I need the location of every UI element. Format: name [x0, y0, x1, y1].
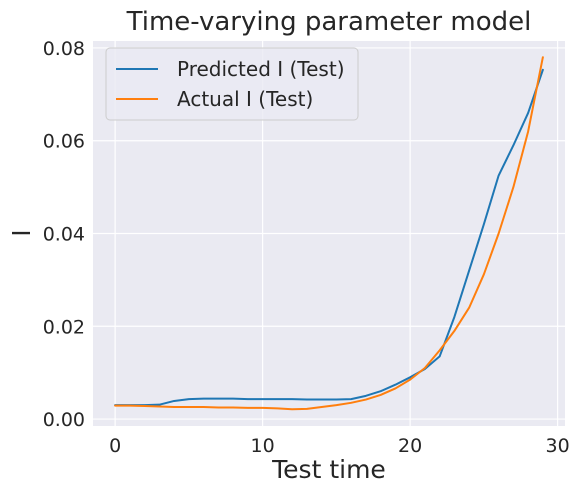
legend-label-actual: Actual I (Test): [177, 87, 313, 111]
series-line-predicted: [114, 68, 544, 407]
y-tick-label: 0.00: [43, 409, 85, 431]
legend: Predicted I (Test) Actual I (Test): [105, 47, 359, 121]
y-tick-label: 0.02: [43, 316, 85, 338]
y-tick-label: 0.08: [43, 38, 85, 60]
chart-title: Time-varying parameter model: [126, 7, 532, 37]
x-tick-label: 0: [109, 435, 121, 457]
series-lines: [114, 56, 544, 411]
y-tick-label: 0.04: [43, 224, 85, 246]
legend-label-predicted: Predicted I (Test): [177, 57, 345, 81]
tick-labels: 0 10 20 30 0.00 0.02 0.04 0.06 0.08: [43, 38, 570, 457]
legend-box: [105, 47, 359, 121]
y-axis-title: I: [7, 229, 36, 236]
x-tick-label: 20: [398, 435, 422, 457]
y-tick-label: 0.06: [43, 131, 85, 153]
x-axis-title: Test time: [271, 455, 386, 484]
x-tick-label: 30: [546, 435, 570, 457]
series-line-actual: [114, 56, 544, 411]
x-tick-label: 10: [251, 435, 275, 457]
